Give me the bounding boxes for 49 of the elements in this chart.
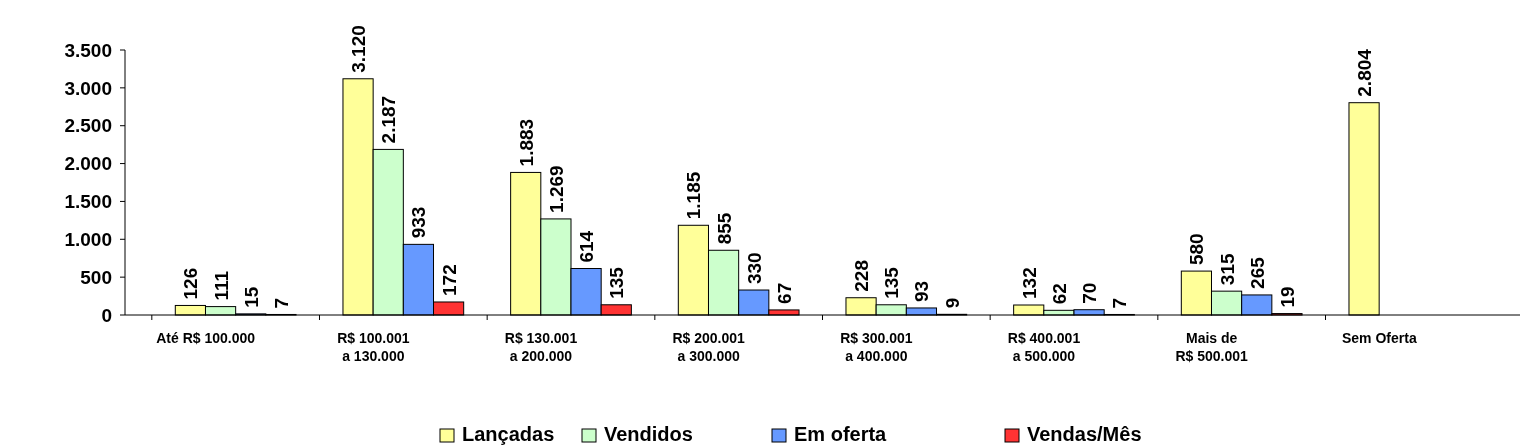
data-label: 132 xyxy=(1018,267,1040,300)
data-label: 67 xyxy=(773,282,795,304)
data-label: 614 xyxy=(576,230,598,263)
legend-label: Vendas/Mês xyxy=(1027,423,1142,445)
y-tick-label: 3.500 xyxy=(64,39,112,61)
y-tick-label: 2.500 xyxy=(64,115,112,137)
data-label: 7 xyxy=(1109,297,1131,309)
data-label: 19 xyxy=(1276,286,1298,308)
data-label: 2.804 xyxy=(1354,48,1376,97)
y-tick-label: 0 xyxy=(101,304,112,326)
legend-label: Em oferta xyxy=(794,423,888,445)
x-tick-label: R$ 130.001 a 200.000 xyxy=(504,330,578,364)
data-label: 580 xyxy=(1186,233,1208,266)
y-tick-label: 1.000 xyxy=(64,228,112,250)
x-tick-label: Até R$ 100.000 xyxy=(156,330,256,346)
data-label: 135 xyxy=(606,266,628,299)
data-label: 265 xyxy=(1246,256,1268,289)
data-label: 93 xyxy=(911,280,933,302)
data-label: 70 xyxy=(1079,282,1101,304)
x-tick-label: Mais de R$ 500.001 xyxy=(1175,330,1249,364)
y-tick-label: 2.000 xyxy=(64,153,112,175)
x-tick-label: R$ 200.001 a 300.000 xyxy=(672,330,746,364)
data-label: 855 xyxy=(713,212,735,245)
data-label: 15 xyxy=(240,286,262,308)
x-tick-label: R$ 100.001 a 130.000 xyxy=(337,330,410,364)
data-label: 62 xyxy=(1048,283,1070,305)
data-label: 2.187 xyxy=(378,95,400,144)
y-tick-label: 3.000 xyxy=(64,77,112,99)
data-label: 9 xyxy=(941,297,963,309)
data-label: 1.883 xyxy=(515,118,537,167)
y-tick-label: 500 xyxy=(80,266,112,288)
data-label: 1.185 xyxy=(683,171,705,220)
data-label: 172 xyxy=(438,264,460,296)
x-tick-label: Sem Oferta xyxy=(1341,330,1417,346)
data-label: 228 xyxy=(851,260,873,292)
data-label: 330 xyxy=(743,252,765,285)
data-label: 933 xyxy=(408,206,430,239)
legend-label: Lançadas xyxy=(462,423,555,445)
data-label: 315 xyxy=(1216,253,1238,286)
data-label: 3.120 xyxy=(348,25,370,73)
legend-label: Vendidos xyxy=(604,423,693,445)
y-tick-label: 1.500 xyxy=(64,191,112,213)
data-label: 126 xyxy=(180,267,202,300)
data-label: 111 xyxy=(210,270,232,301)
data-label: 1.269 xyxy=(545,165,567,213)
x-tick-label: R$ 400.001 a 500.000 xyxy=(1007,330,1081,364)
x-tick-label: R$ 300.001 a 400.000 xyxy=(840,330,913,364)
data-label: 135 xyxy=(881,266,903,299)
data-label: 7 xyxy=(270,297,292,309)
